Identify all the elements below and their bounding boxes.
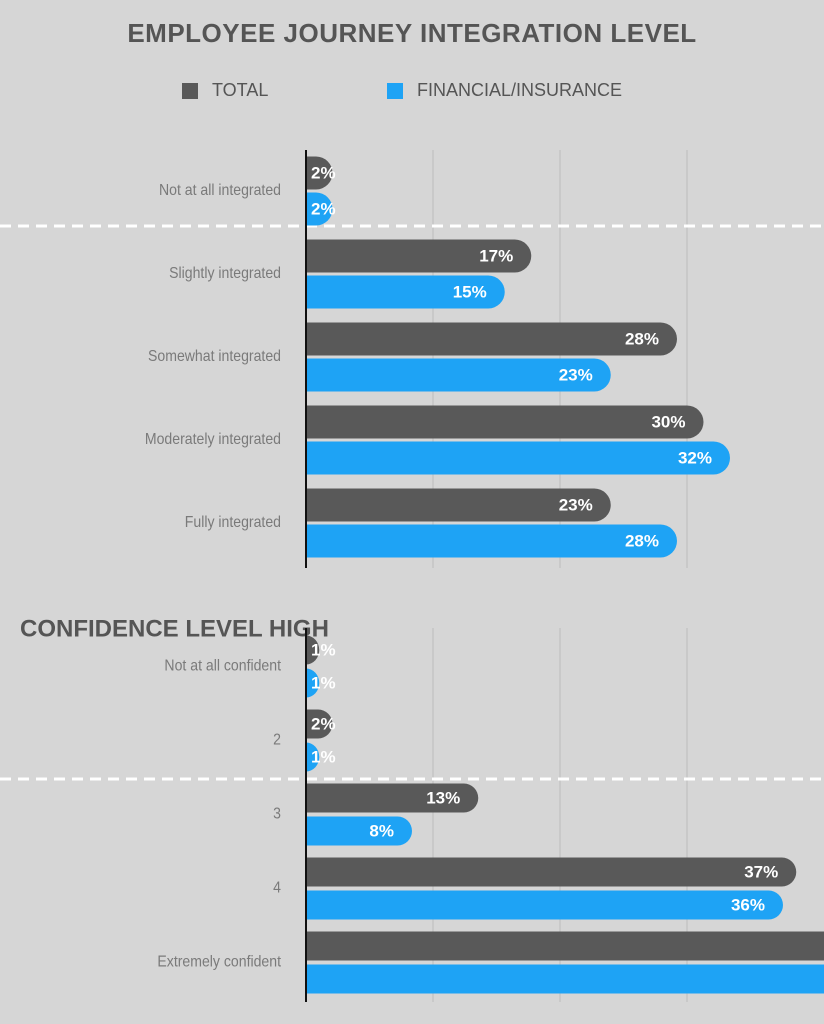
category-label: Moderately integrated xyxy=(145,430,281,448)
legend-item-total: TOTAL xyxy=(182,80,268,101)
category-label: 4 xyxy=(273,879,281,897)
category-label: 2 xyxy=(273,731,281,749)
data-label-total: 30% xyxy=(651,412,685,431)
bar-total xyxy=(306,635,320,665)
legend-swatch-financial xyxy=(387,82,403,99)
data-label-total: 23% xyxy=(559,495,593,514)
bar-financial xyxy=(306,192,333,226)
data-label-total: 2% xyxy=(311,163,336,182)
bar-total xyxy=(306,488,611,522)
data-label-financial: 8% xyxy=(369,821,394,840)
category-label: Fully integrated xyxy=(185,513,281,531)
data-label-financial: 32% xyxy=(678,448,712,467)
bar-financial xyxy=(306,964,824,994)
bar-financial xyxy=(306,668,320,698)
bar-total xyxy=(306,405,704,439)
category-label: Somewhat integrated xyxy=(148,347,281,365)
data-label-financial: 23% xyxy=(559,365,593,384)
bar-total xyxy=(306,783,479,813)
bar-financial xyxy=(306,890,783,920)
bar-total xyxy=(306,931,824,961)
data-label-financial: 28% xyxy=(625,531,659,550)
category-label: 3 xyxy=(273,805,281,823)
legend-label-total: TOTAL xyxy=(212,80,269,100)
data-label-financial: 2% xyxy=(311,199,336,218)
bar-total xyxy=(306,857,797,887)
bar-total xyxy=(306,239,532,273)
bar-total xyxy=(306,709,333,739)
data-label-financial: 15% xyxy=(453,282,487,301)
legend-label-financial: FINANCIAL/INSURANCE xyxy=(417,80,623,100)
data-label-financial: 1% xyxy=(311,747,336,766)
data-label-total: 13% xyxy=(426,788,460,807)
data-label-financial: 36% xyxy=(731,895,765,914)
data-label-total: 28% xyxy=(625,329,659,348)
chart-1: Not at all integrated 2% 2% Slightly integr… xyxy=(0,150,824,568)
legend: TOTAL FINANCIAL/INSURANCE xyxy=(0,80,824,104)
data-label-total: 37% xyxy=(744,862,778,881)
category-label: Not at all confident xyxy=(164,657,281,675)
bar-financial xyxy=(306,441,730,475)
legend-swatch-total xyxy=(182,82,198,99)
data-label-total: 1% xyxy=(311,640,336,659)
legend-item-financial: FINANCIAL/INSURANCE xyxy=(387,80,622,101)
bar-total xyxy=(306,156,333,190)
category-label: Slightly integrated xyxy=(169,264,281,282)
category-label: Not at all integrated xyxy=(159,181,281,199)
bar-financial xyxy=(306,816,412,846)
bar-financial xyxy=(306,524,677,558)
data-label-financial: 1% xyxy=(311,673,336,692)
chart-subtitle: CONFIDENCE LEVEL HIGH xyxy=(20,615,329,642)
category-label: Extremely confident xyxy=(157,953,281,971)
chart-title: EMPLOYEE JOURNEY INTEGRATION LEVEL xyxy=(127,18,697,48)
bar-financial xyxy=(306,742,320,772)
data-label-total: 2% xyxy=(311,714,336,733)
bar-total xyxy=(306,322,677,356)
chart-2: CONFIDENCE LEVEL HIGH Not at all confiden… xyxy=(0,615,824,1002)
bar-financial xyxy=(306,275,505,309)
data-label-total: 17% xyxy=(479,246,513,265)
bar-financial xyxy=(306,358,611,392)
